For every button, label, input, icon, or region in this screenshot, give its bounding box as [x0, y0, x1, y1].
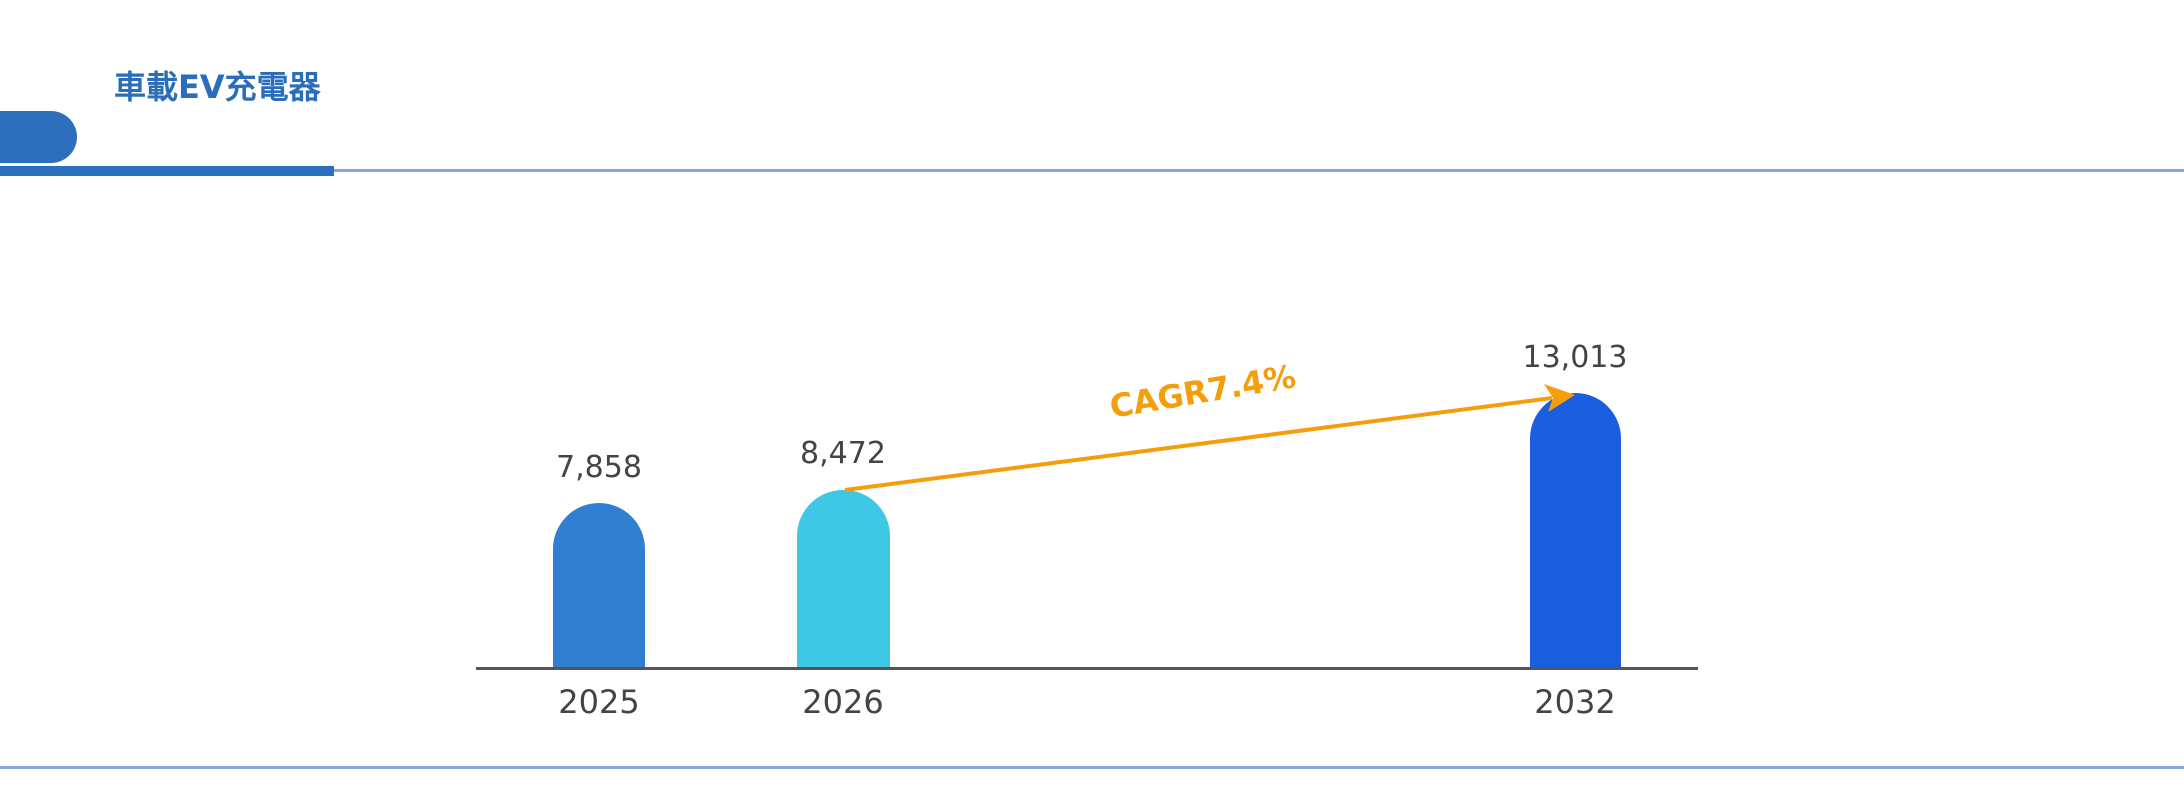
x-tick-2026: 2026	[802, 683, 884, 721]
bar-2025	[553, 503, 645, 668]
bar-value-label-2026: 8,472	[800, 436, 886, 471]
bar-value-label-2025: 7,858	[556, 450, 642, 485]
footer-rule	[0, 766, 2184, 769]
header-rule-accent	[0, 166, 334, 176]
page-title: 車載EV充電器	[114, 68, 321, 106]
bar-2032	[1530, 393, 1621, 668]
header-tab-decoration	[0, 111, 77, 163]
bar-2026	[797, 490, 890, 668]
bar-value-label-2032: 13,013	[1522, 340, 1628, 375]
x-tick-2032: 2032	[1534, 683, 1616, 721]
x-tick-2025: 2025	[558, 683, 640, 721]
x-axis-line	[476, 667, 1698, 670]
header-rule	[0, 169, 2184, 172]
